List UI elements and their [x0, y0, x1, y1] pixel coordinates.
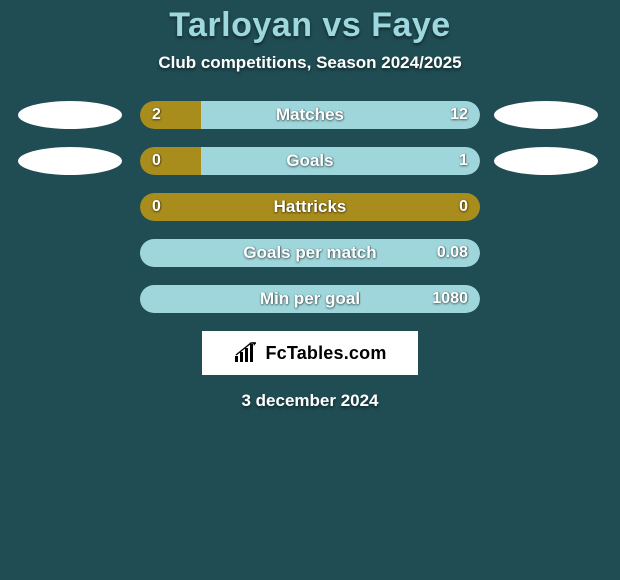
stat-bar: Goals01 [140, 147, 480, 175]
title-vs: vs [322, 6, 361, 44]
team-right-marker [494, 147, 598, 175]
stat-bar-right [201, 147, 480, 175]
stat-bar-right [201, 101, 480, 129]
brand-text: FcTables.com [265, 343, 386, 364]
stat-row: Goals01 [10, 147, 610, 175]
stat-bar: Hattricks00 [140, 193, 480, 221]
stat-bar: Min per goal1080 [140, 285, 480, 313]
date-label: 3 december 2024 [0, 391, 620, 411]
comparison-card: Tarloyan vs Faye Club competitions, Seas… [0, 0, 620, 580]
fctables-icon [233, 342, 259, 364]
team-left-marker [18, 147, 122, 175]
stat-bar-left [140, 147, 201, 175]
stat-row: Goals per match0.08 [10, 239, 610, 267]
brand-badge: FcTables.com [202, 331, 418, 375]
stat-bar-right [140, 239, 480, 267]
team-left-marker [18, 101, 122, 129]
stat-bar: Matches212 [140, 101, 480, 129]
stat-row: Hattricks00 [10, 193, 610, 221]
stat-rows: Matches212 Goals01 Hattricks00 Goals per ma… [0, 101, 620, 313]
stat-bar: Goals per match0.08 [140, 239, 480, 267]
stat-row: Min per goal1080 [10, 285, 610, 313]
stat-bar-left [140, 193, 480, 221]
stat-bar-right [140, 285, 480, 313]
title-player-left: Tarloyan [169, 6, 312, 44]
subtitle: Club competitions, Season 2024/2025 [0, 53, 620, 73]
page-title: Tarloyan vs Faye [0, 0, 620, 45]
team-right-marker [494, 101, 598, 129]
stat-row: Matches212 [10, 101, 610, 129]
title-player-right: Faye [371, 6, 451, 44]
stat-bar-left [140, 101, 201, 129]
